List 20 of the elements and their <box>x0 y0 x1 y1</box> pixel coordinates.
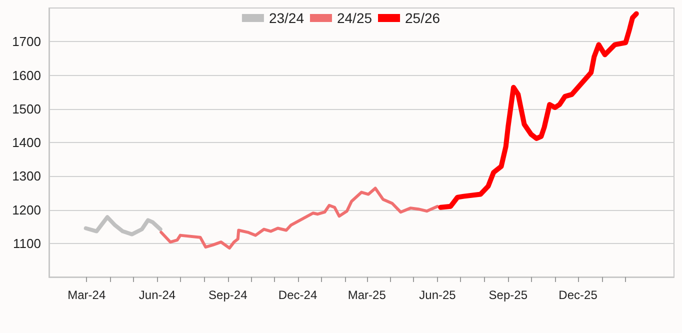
x-tick-label: Jun-25 <box>419 288 456 302</box>
legend-label: 25/26 <box>405 10 440 26</box>
y-tick-label: 1200 <box>12 202 41 218</box>
y-tick-label: 1700 <box>12 34 41 50</box>
x-tick-label: Sep-24 <box>208 288 248 302</box>
y-tick-label: 1600 <box>12 68 41 83</box>
x-tick-label: Jun-24 <box>138 288 176 302</box>
y-tick-label: 1100 <box>13 236 41 251</box>
legend-label: 24/25 <box>336 10 372 26</box>
y-tick-label: 1400 <box>12 135 41 150</box>
y-tick-label: 1300 <box>12 168 41 184</box>
line-series <box>84 215 162 236</box>
x-tick-label: Mar-25 <box>348 288 386 302</box>
x-tick-label: Dec-25 <box>558 288 598 302</box>
line-series <box>160 186 440 250</box>
x-tick-label: Sep-25 <box>488 288 528 302</box>
y-tick-label: 1500 <box>12 101 41 116</box>
x-tick-label: Dec-24 <box>278 288 318 302</box>
legend-label: 23/24 <box>268 10 304 26</box>
x-tick-label: Mar-24 <box>68 288 106 302</box>
